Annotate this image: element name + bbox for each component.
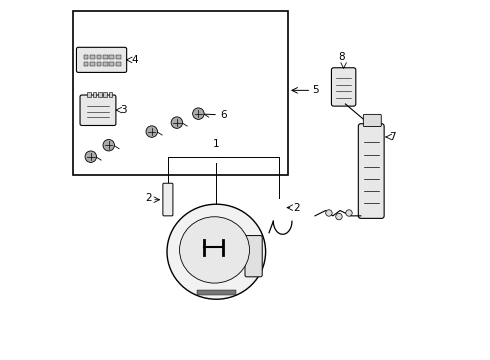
Circle shape [85,151,97,162]
Bar [103,55,108,59]
Bar [98,92,101,97]
Bar [97,62,101,66]
Bar [73,12,288,175]
Bar [87,92,91,97]
Circle shape [346,210,352,216]
Text: 7: 7 [390,132,396,142]
Text: 4: 4 [131,55,138,65]
Ellipse shape [167,204,266,299]
FancyBboxPatch shape [76,47,126,72]
Bar [90,62,95,66]
Bar [109,62,114,66]
Circle shape [326,210,332,216]
Circle shape [146,126,157,137]
FancyBboxPatch shape [245,235,262,277]
FancyBboxPatch shape [364,114,381,127]
FancyBboxPatch shape [331,68,356,106]
Text: 6: 6 [220,110,226,120]
Bar [84,55,88,59]
Bar [84,62,88,66]
Text: 8: 8 [339,52,345,62]
Text: 1: 1 [213,139,220,149]
FancyBboxPatch shape [358,124,384,219]
Circle shape [336,213,342,220]
Text: 5: 5 [313,85,319,95]
Circle shape [103,139,115,151]
Circle shape [171,117,183,129]
Text: 2: 2 [294,203,300,213]
Ellipse shape [179,217,249,283]
Bar [93,92,96,97]
Bar [109,92,112,97]
Bar [90,55,95,59]
Bar [109,55,114,59]
Text: 2: 2 [145,193,152,203]
Bar [196,290,236,295]
Bar [103,92,107,97]
Bar [97,55,101,59]
FancyBboxPatch shape [80,95,116,126]
Bar [116,62,121,66]
Bar [116,55,121,59]
Circle shape [193,108,204,120]
Bar [103,62,108,66]
FancyBboxPatch shape [163,183,173,216]
Text: 3: 3 [120,105,127,115]
